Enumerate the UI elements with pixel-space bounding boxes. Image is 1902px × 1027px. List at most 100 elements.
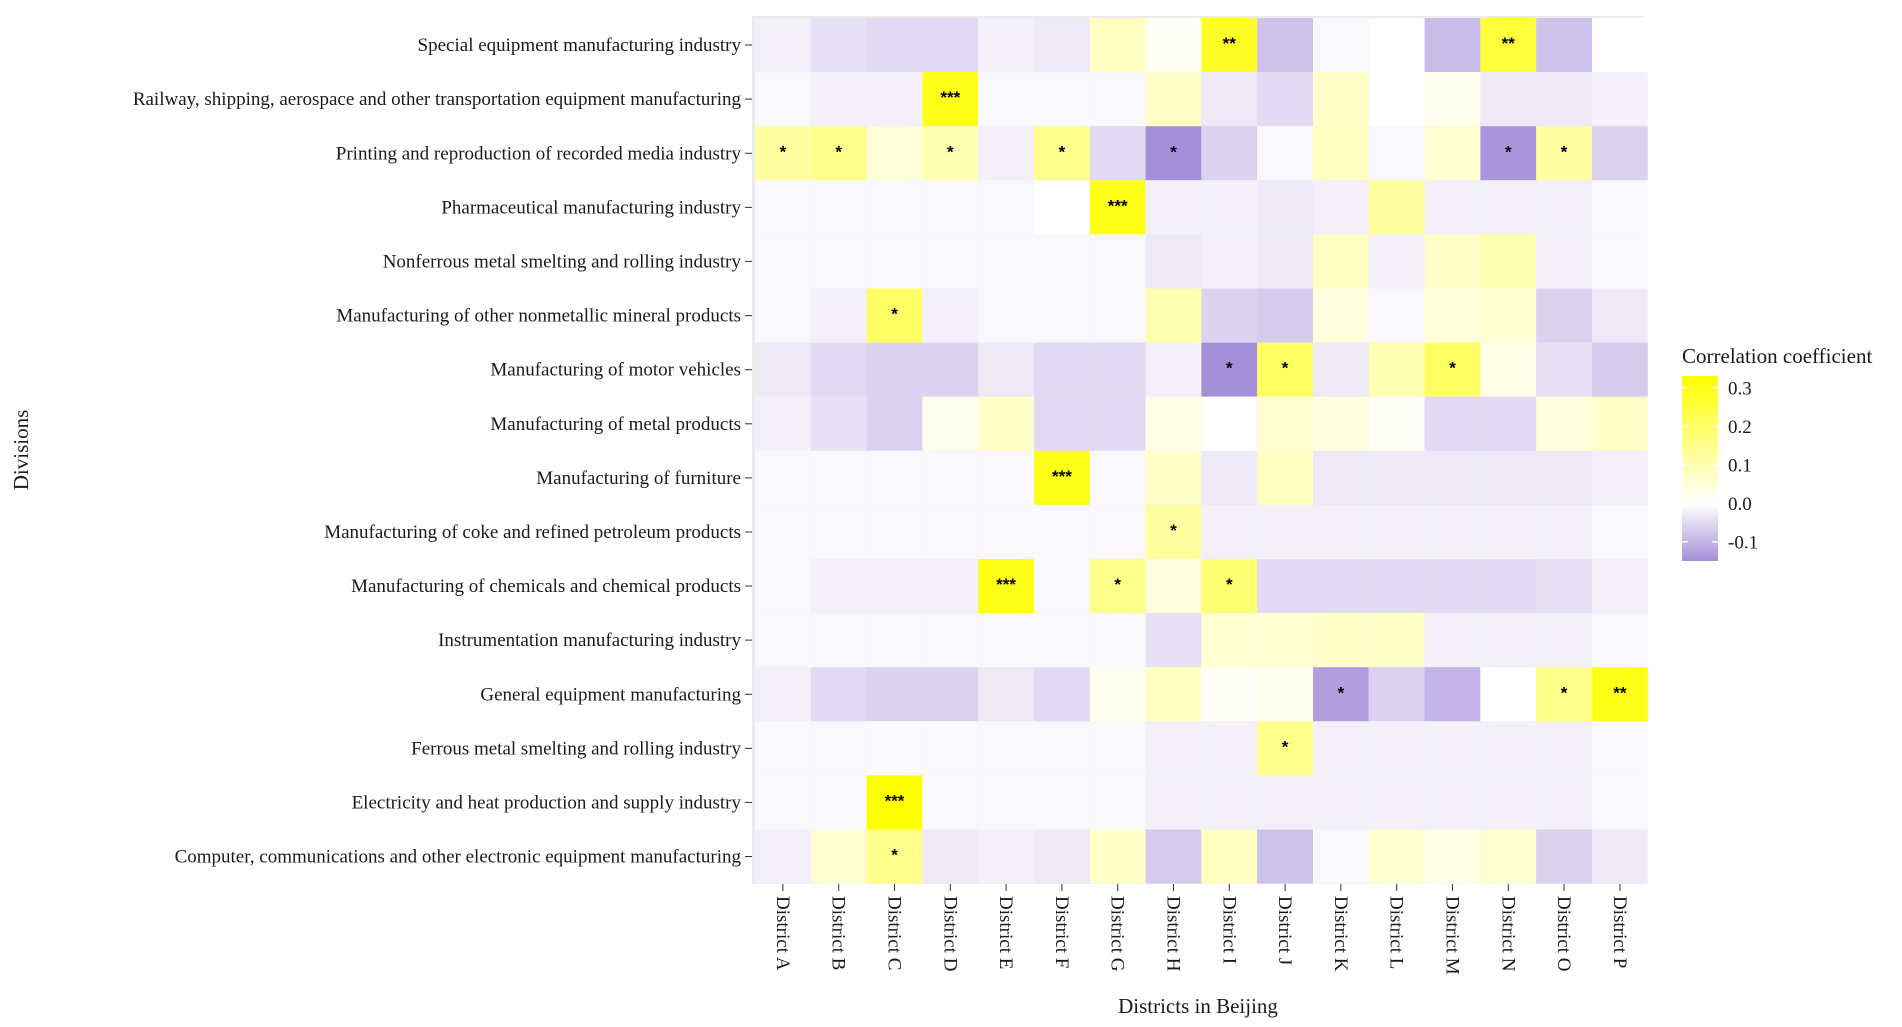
heatmap-cell <box>810 126 867 181</box>
heatmap-cell <box>1201 721 1258 776</box>
heatmap-cell <box>1201 667 1258 722</box>
heatmap-cell <box>810 667 867 722</box>
heatmap-cell <box>810 18 867 73</box>
significance-marker: * <box>835 142 842 161</box>
heatmap-cell <box>922 559 979 614</box>
heatmap-cell <box>1201 396 1258 451</box>
heatmap-cell <box>866 613 923 668</box>
heatmap-cell <box>1480 72 1537 127</box>
y-tick-label: Special equipment manufacturing industry <box>418 35 742 56</box>
heatmap-cell <box>810 288 867 343</box>
significance-marker: * <box>1338 683 1345 702</box>
heatmap-cell <box>1368 829 1425 884</box>
x-tick-label: District F <box>1051 896 1072 968</box>
heatmap-cell <box>1145 396 1202 451</box>
heatmap-cell <box>1424 396 1481 451</box>
heatmap-cell <box>1257 126 1313 181</box>
heatmap-cell <box>922 721 979 776</box>
heatmap-cell <box>1145 721 1202 776</box>
heatmap-cell <box>1536 559 1592 614</box>
heatmap-cell <box>1201 559 1258 614</box>
heatmap-cell <box>1536 829 1592 884</box>
heatmap-cell <box>810 504 867 559</box>
heatmap-cell <box>1424 721 1481 776</box>
heatmap-cell <box>1257 559 1313 614</box>
heatmap-cell <box>1480 775 1537 830</box>
heatmap-cell <box>1368 559 1425 614</box>
heatmap-cell <box>810 180 867 235</box>
heatmap-cell <box>1536 342 1592 397</box>
heatmap-cell <box>1592 667 1648 722</box>
significance-marker: *** <box>1108 196 1128 215</box>
y-axis-labels: Special equipment manufacturing industry… <box>133 35 752 868</box>
heatmap-cell <box>1368 180 1425 235</box>
heatmap-cell <box>1368 342 1425 397</box>
heatmap-cell <box>1145 342 1202 397</box>
legend-tick-label: 0.3 <box>1728 379 1752 400</box>
heatmap-cell <box>1424 288 1481 343</box>
heatmap-cell <box>1592 288 1648 343</box>
heatmap-cell <box>1424 450 1481 505</box>
heatmap-cell <box>1424 18 1481 73</box>
heatmap-cell <box>1368 126 1425 181</box>
x-tick-label: District M <box>1442 896 1463 975</box>
y-tick-label: General equipment manufacturing <box>480 684 741 705</box>
heatmap-cell <box>922 126 979 181</box>
heatmap-cell <box>978 613 1034 668</box>
x-tick-label: District A <box>772 896 793 971</box>
heatmap-cell <box>1536 288 1592 343</box>
heatmap-cell <box>978 504 1034 559</box>
heatmap-cell <box>1592 342 1648 397</box>
significance-markers: ** ****** * * * * * ****** * ******** * ** * ******* <box>780 34 1627 865</box>
heatmap-cell <box>866 450 923 505</box>
heatmap-cell <box>978 126 1034 181</box>
heatmap-cell <box>1368 234 1425 289</box>
x-tick-label: District C <box>884 896 905 970</box>
heatmap-cell <box>978 72 1034 127</box>
heatmap-cell <box>1089 613 1146 668</box>
heatmap-cell <box>1257 180 1313 235</box>
heatmap-cell <box>1424 342 1481 397</box>
x-tick-label: District D <box>939 896 960 971</box>
heatmap-cell <box>1536 613 1592 668</box>
heatmap-cell <box>1201 72 1258 127</box>
heatmap-cell <box>1201 613 1258 668</box>
heatmap-cell <box>755 667 811 722</box>
heatmap-cell <box>1368 288 1425 343</box>
heatmap-cell <box>1480 342 1537 397</box>
significance-marker: *** <box>1052 467 1072 486</box>
heatmap-cell <box>1257 829 1313 884</box>
heatmap-cell <box>1592 18 1648 73</box>
heatmap-cell <box>978 721 1034 776</box>
significance-marker: * <box>1449 359 1456 378</box>
heatmap-cell <box>1089 775 1146 830</box>
heatmap-cell <box>1536 775 1592 830</box>
heatmap-cell <box>1480 126 1537 181</box>
heatmap-cell <box>1536 667 1592 722</box>
heatmap-cell <box>1313 342 1369 397</box>
heatmap-cell <box>1257 288 1313 343</box>
heatmap-cell <box>1257 775 1313 830</box>
heatmap-cell <box>866 829 923 884</box>
significance-marker: * <box>1114 575 1121 594</box>
significance-marker: * <box>1505 142 1512 161</box>
heatmap-cell <box>755 559 811 614</box>
legend-ticks: 0.3 0.2 0.1 0.0 -0.1 <box>1682 379 1758 554</box>
heatmap-cell <box>1145 288 1202 343</box>
heatmap-cell <box>1536 450 1592 505</box>
heatmap-cell <box>922 613 979 668</box>
heatmap-cell <box>922 450 979 505</box>
heatmap-cell <box>1592 721 1648 776</box>
heatmap-cell <box>1257 342 1313 397</box>
heatmap-cell <box>1480 667 1537 722</box>
heatmap-cell <box>978 829 1034 884</box>
heatmap-cell <box>1257 72 1313 127</box>
heatmap-cell <box>810 721 867 776</box>
heatmap-cell <box>1089 72 1146 127</box>
heatmap-cell <box>1424 829 1481 884</box>
y-tick-label: Manufacturing of other nonmetallic miner… <box>336 306 741 327</box>
heatmap-cell <box>922 18 979 73</box>
heatmap-cell <box>1034 342 1090 397</box>
heatmap-cell <box>1368 450 1425 505</box>
heatmap-cell <box>1536 721 1592 776</box>
